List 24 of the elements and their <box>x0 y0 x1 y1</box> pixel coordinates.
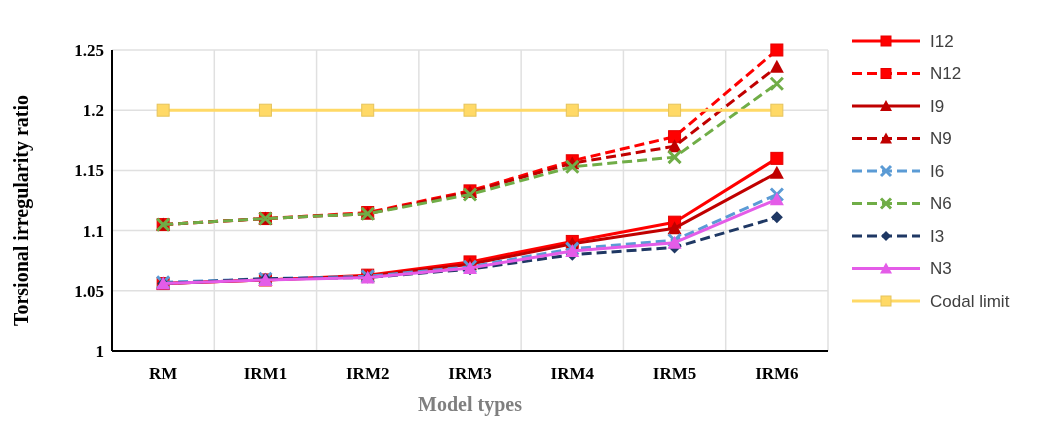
x-tick-label: RM <box>148 364 178 383</box>
y-tick-label: 1.25 <box>74 40 104 60</box>
x-tick-label: IRM1 <box>243 364 288 383</box>
y-tick-label: 1.2 <box>82 101 104 121</box>
y-tick-label: 1 <box>95 341 104 361</box>
legend-label: I6 <box>930 161 945 181</box>
x-tick-label: IRM2 <box>345 364 390 383</box>
legend-label: N6 <box>930 194 952 214</box>
legend-label: N9 <box>930 129 952 149</box>
y-tick-label: 1.05 <box>74 281 104 301</box>
x-tick-label: IRM5 <box>652 364 697 383</box>
legend-label: I3 <box>930 226 945 246</box>
legend-label: I9 <box>930 96 945 116</box>
y-axis-title: Torsional irregularity ratio <box>10 94 33 327</box>
legend-label: Codal limit <box>930 291 1010 311</box>
x-tick-label: IRM6 <box>755 364 799 383</box>
legend-label: I12 <box>930 31 954 51</box>
legend-label: N3 <box>930 259 952 279</box>
x-tick-label: IRM4 <box>550 364 595 383</box>
y-tick-label: 1.15 <box>74 161 104 181</box>
x-tick-label: IRM3 <box>448 364 492 383</box>
legend-label: N12 <box>930 64 962 84</box>
y-tick-label: 1.1 <box>82 221 104 241</box>
x-axis-title: Model types <box>418 393 523 416</box>
